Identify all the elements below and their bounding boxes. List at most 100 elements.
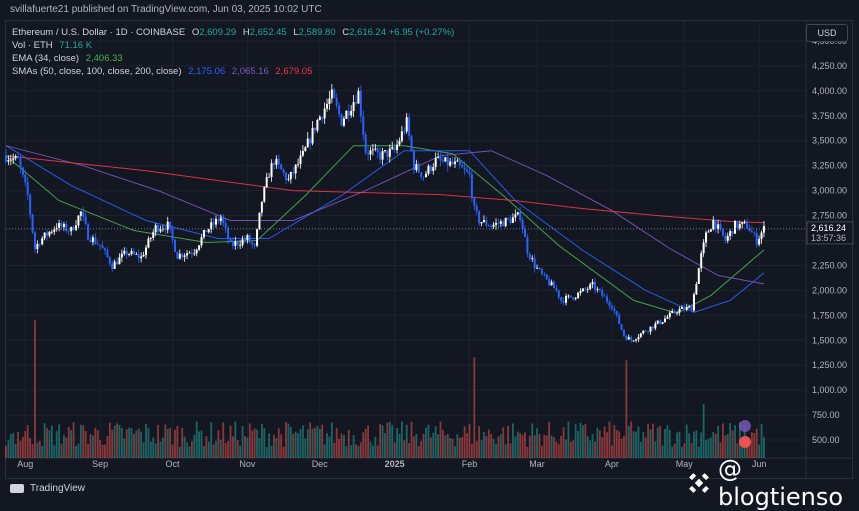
volume-bar bbox=[495, 443, 497, 458]
candle-body bbox=[724, 235, 727, 241]
candle-body bbox=[152, 232, 155, 238]
candle-body bbox=[338, 105, 341, 114]
candle-body bbox=[323, 108, 326, 119]
candle-body bbox=[574, 297, 577, 299]
candle-body bbox=[53, 229, 56, 232]
volume-bar bbox=[736, 443, 739, 458]
tradingview-logo[interactable]: TradingView bbox=[10, 483, 85, 494]
candle-body bbox=[265, 177, 268, 188]
candle-body bbox=[304, 147, 307, 151]
volume-bar bbox=[340, 433, 343, 458]
candle-body bbox=[24, 174, 27, 183]
y-tick-label: 3,750.00 bbox=[812, 111, 847, 121]
volume-bar bbox=[536, 428, 538, 458]
volume-bar bbox=[400, 421, 403, 458]
y-tick-label: 3,500.00 bbox=[812, 136, 847, 146]
publish-bar: svillafuerte21 published on TradingView.… bbox=[0, 0, 859, 20]
volume-bar bbox=[601, 437, 604, 458]
volume-bar bbox=[396, 427, 398, 458]
y-tick-label: 1,250.00 bbox=[812, 360, 847, 370]
candle-body bbox=[697, 268, 700, 284]
legend-sma50-value: 2,175.06 bbox=[188, 66, 226, 77]
candle-body bbox=[111, 263, 114, 269]
candle-body bbox=[579, 291, 582, 293]
volume-bar bbox=[553, 437, 555, 458]
tradingview-logo-icon bbox=[10, 484, 24, 493]
candle-body bbox=[347, 110, 350, 116]
volume-bar bbox=[186, 442, 188, 458]
candle-body bbox=[738, 223, 741, 229]
volume-bar bbox=[741, 444, 744, 458]
volume-bar bbox=[468, 424, 471, 458]
candle-body bbox=[84, 216, 87, 225]
candle-body bbox=[388, 148, 391, 157]
candle-body bbox=[113, 261, 116, 269]
candle-body bbox=[746, 222, 749, 229]
volume-bar bbox=[273, 434, 275, 458]
candle-body bbox=[581, 288, 584, 292]
volume-bar bbox=[688, 433, 691, 458]
legend-high: 2,652.45 bbox=[249, 27, 287, 38]
candle-body bbox=[695, 283, 698, 295]
volume-bar bbox=[379, 423, 382, 458]
candle-body bbox=[417, 163, 420, 173]
volume-bar bbox=[17, 431, 19, 458]
candle-body bbox=[519, 212, 522, 220]
currency-button[interactable]: USD bbox=[806, 24, 848, 42]
volume-bar bbox=[84, 430, 87, 458]
volume-bar bbox=[70, 429, 73, 458]
candle-body bbox=[260, 201, 263, 213]
x-tick-label: Apr bbox=[605, 459, 619, 469]
volume-bar bbox=[516, 431, 519, 458]
volume-bar bbox=[125, 429, 128, 458]
legend-ema-value: 2,406.33 bbox=[85, 53, 123, 64]
candle-body bbox=[239, 244, 242, 246]
volume-bar bbox=[75, 446, 77, 458]
candle-body bbox=[405, 117, 408, 132]
price-chart[interactable]: 4,500.004,250.004,000.003,750.003,500.00… bbox=[0, 0, 859, 499]
volume-bar bbox=[693, 431, 695, 458]
volume-bar bbox=[222, 422, 225, 458]
volume-bar bbox=[540, 445, 543, 458]
legend-sma100-value: 2,065.16 bbox=[231, 66, 269, 77]
volume-bar bbox=[34, 320, 36, 458]
candle-body bbox=[712, 219, 715, 230]
candle-body bbox=[495, 222, 498, 225]
candle-body bbox=[301, 150, 304, 156]
legend-ohlc-row: Ethereum / U.S. Dollar · 1D · COINBASE O… bbox=[12, 27, 454, 38]
candle-body bbox=[193, 253, 196, 255]
candle-body bbox=[21, 167, 24, 175]
candle-body bbox=[41, 238, 44, 245]
candle-body bbox=[333, 89, 336, 98]
candle-body bbox=[577, 292, 580, 298]
candle-body bbox=[183, 255, 186, 258]
candle-body bbox=[497, 222, 500, 224]
volume-bar bbox=[374, 436, 377, 458]
volume-bar bbox=[128, 427, 131, 458]
volume-bar bbox=[19, 440, 22, 458]
volume-bar bbox=[567, 421, 570, 458]
candle-body bbox=[434, 157, 437, 168]
volume-bar bbox=[282, 446, 285, 458]
candle-body bbox=[142, 254, 145, 257]
candle-body bbox=[504, 218, 507, 227]
candle-body bbox=[736, 221, 739, 229]
y-tick-label: 2,250.00 bbox=[812, 260, 847, 270]
volume-bar bbox=[466, 433, 468, 458]
candle-body bbox=[552, 281, 555, 289]
volume-bar bbox=[299, 429, 302, 458]
volume-bar bbox=[408, 443, 411, 458]
volume-bar bbox=[630, 421, 633, 458]
candle-body bbox=[120, 253, 123, 258]
volume-bar bbox=[162, 437, 164, 458]
candle-body bbox=[492, 224, 495, 227]
candle-body bbox=[99, 244, 102, 246]
candle-body bbox=[268, 176, 271, 178]
y-tick-label: 2,750.00 bbox=[812, 211, 847, 221]
volume-bar bbox=[415, 434, 418, 458]
publisher-text: svillafuerte21 published on TradingView.… bbox=[10, 4, 322, 15]
candle-body bbox=[352, 102, 355, 111]
candle-body bbox=[393, 147, 396, 150]
volume-bar bbox=[748, 441, 751, 458]
volume-bar bbox=[256, 429, 258, 458]
